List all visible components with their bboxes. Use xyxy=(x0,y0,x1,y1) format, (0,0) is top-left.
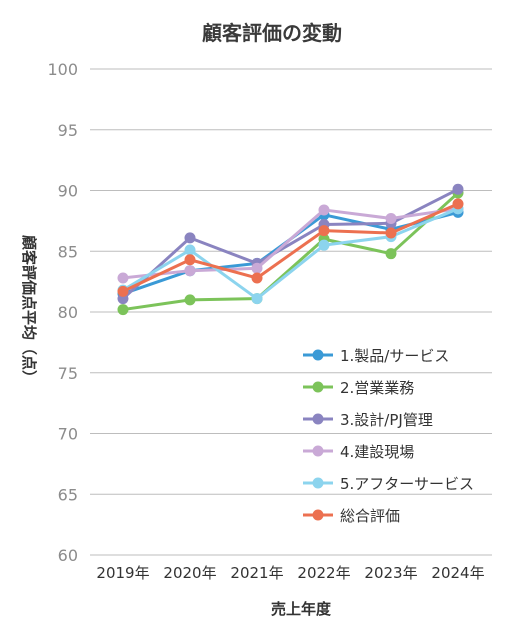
data-point xyxy=(318,225,330,237)
series-line xyxy=(122,191,460,312)
data-point xyxy=(318,239,330,251)
gridlines xyxy=(90,68,492,556)
data-point xyxy=(251,293,263,305)
legend-swatch-marker xyxy=(312,381,324,393)
series-line xyxy=(122,207,459,301)
series-6 xyxy=(117,198,464,297)
data-point xyxy=(452,183,464,195)
y-tick-label: 80 xyxy=(58,303,78,322)
data-point xyxy=(385,212,397,224)
legend-swatch-marker xyxy=(312,477,324,489)
legend-label: 総合評価 xyxy=(340,507,400,525)
legend-swatch-marker xyxy=(312,509,324,521)
data-point xyxy=(184,265,196,277)
chart-title: 顧客評価の変動 xyxy=(202,21,342,45)
data-point xyxy=(385,248,397,260)
data-point xyxy=(318,204,330,216)
x-tick-label: 2024年 xyxy=(431,564,484,582)
x-axis-label: 売上年度 xyxy=(271,600,332,618)
series-line xyxy=(122,207,459,280)
data-point xyxy=(184,232,196,244)
legend-item: 4.建設現場 xyxy=(303,443,414,461)
legend-label: 3.設計/PJ管理 xyxy=(340,411,433,429)
series-line xyxy=(121,187,459,300)
legend-label: 1.製品/サービス xyxy=(340,347,449,365)
y-tick-label: 65 xyxy=(58,485,78,504)
legend-item: 1.製品/サービス xyxy=(303,347,449,365)
y-tick-label: 85 xyxy=(58,242,78,261)
legend-label: 4.建設現場 xyxy=(340,443,414,461)
y-tick-label: 60 xyxy=(58,546,78,565)
legend-item: 5.アフターサービス xyxy=(303,475,474,493)
data-point xyxy=(251,262,263,274)
y-tick-label: 100 xyxy=(47,60,78,79)
series-4 xyxy=(117,203,464,284)
x-tick-label: 2019年 xyxy=(96,564,149,582)
y-tick-label: 75 xyxy=(58,364,78,383)
legend-label: 5.アフターサービス xyxy=(340,475,474,493)
legend-label: 2.営業業務 xyxy=(340,379,414,397)
data-point xyxy=(452,198,464,210)
legend-swatch-marker xyxy=(312,445,324,457)
data-point xyxy=(184,244,196,256)
data-point xyxy=(117,285,129,297)
series-3 xyxy=(117,183,464,305)
y-axis-ticks: 60 65 70 75 80 85 90 95 100 xyxy=(47,60,78,565)
x-tick-label: 2020年 xyxy=(163,564,216,582)
y-tick-label: 90 xyxy=(58,182,78,201)
y-tick-label: 70 xyxy=(58,425,78,444)
legend: 1.製品/サービス 2.営業業務 3.設計/PJ管理 4.建設現場 5.アフターサービス… xyxy=(303,347,474,525)
legend-swatch-marker xyxy=(312,349,324,361)
series-lines xyxy=(117,183,464,316)
data-point xyxy=(117,304,129,316)
y-tick-label: 95 xyxy=(58,121,78,140)
legend-item: 3.設計/PJ管理 xyxy=(303,411,433,429)
legend-swatch-marker xyxy=(312,413,324,425)
legend-item: 総合評価 xyxy=(303,507,400,525)
x-axis-ticks: 2019年 2020年 2021年 2022年 2023年 2024年 xyxy=(96,564,484,582)
x-tick-label: 2021年 xyxy=(230,564,283,582)
y-axis-label: 顧客評価点平均（点） xyxy=(20,235,38,385)
x-tick-label: 2023年 xyxy=(364,564,417,582)
x-tick-label: 2022年 xyxy=(297,564,350,582)
data-point xyxy=(385,227,397,239)
series-line xyxy=(122,202,459,293)
data-point xyxy=(117,272,129,284)
data-point xyxy=(251,272,263,284)
legend-item: 2.営業業務 xyxy=(303,379,414,397)
data-point xyxy=(184,294,196,306)
data-point xyxy=(184,254,196,266)
